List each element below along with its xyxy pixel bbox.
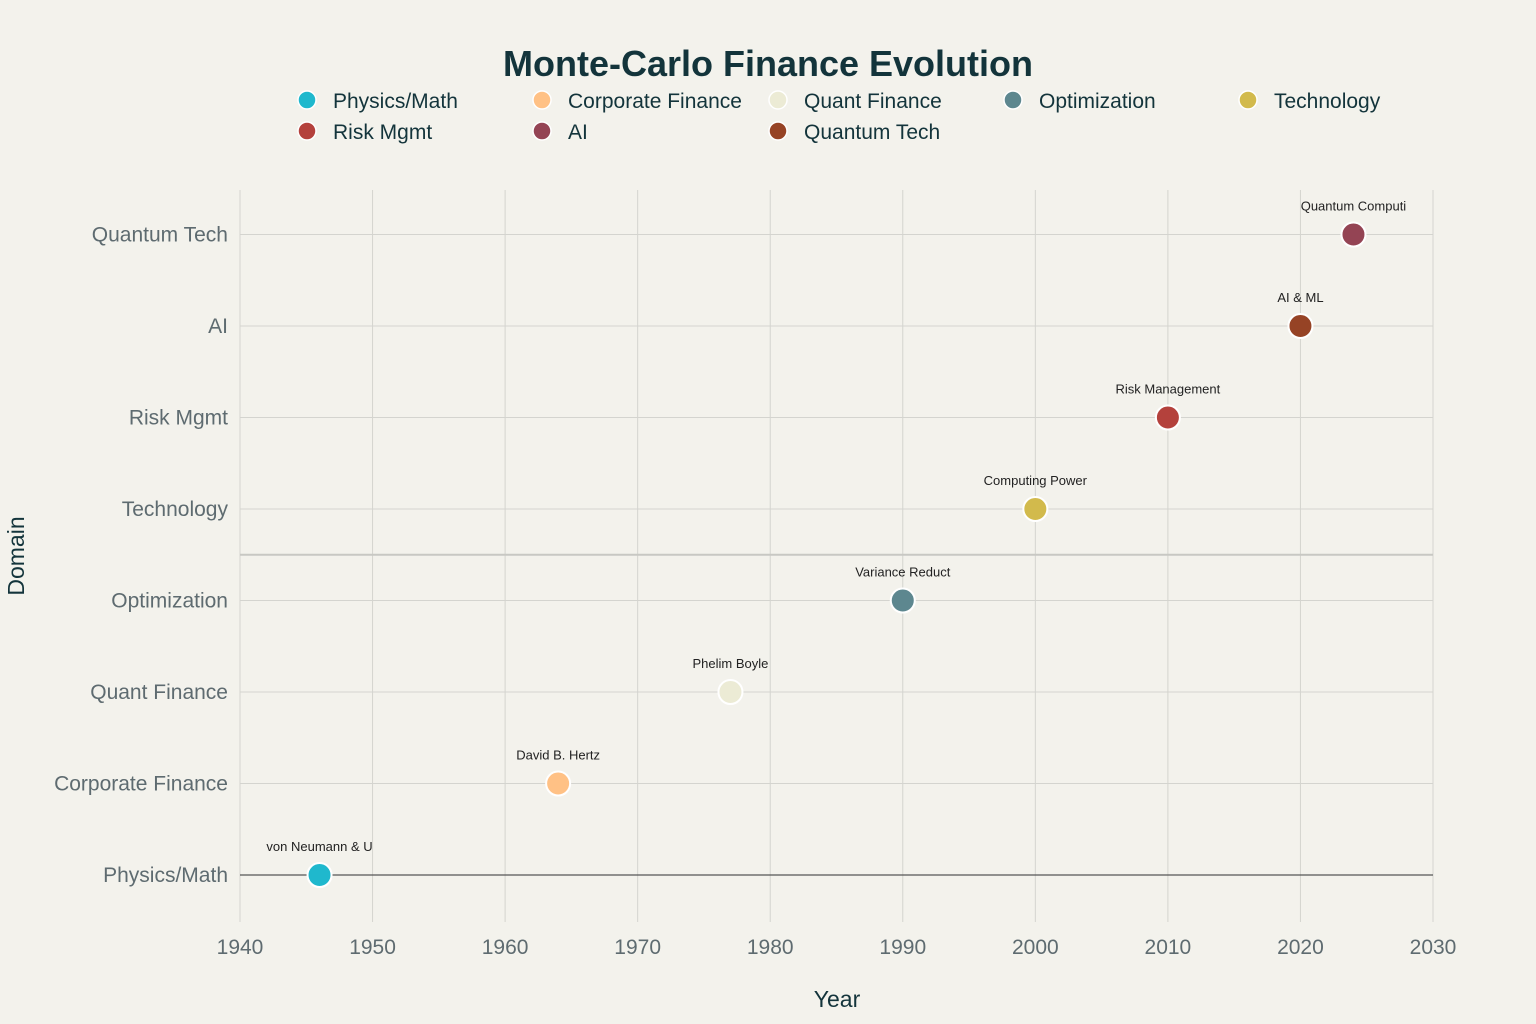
legend-label-physics-math: Physics/Math xyxy=(333,90,458,113)
legend-item-technology[interactable]: Technology xyxy=(1238,90,1381,113)
legend-label-risk-mgmt: Risk Mgmt xyxy=(333,121,432,144)
y-tick-technology: Technology xyxy=(122,498,229,521)
legend-item-physics-math[interactable]: Physics/Math xyxy=(297,90,458,113)
chart-title: Monte-Carlo Finance Evolution xyxy=(503,43,1033,84)
x-tick-1940: 1940 xyxy=(217,936,264,959)
y-tick-quantum-tech: Quantum Tech xyxy=(92,224,228,247)
legend: Physics/Math Corporate Finance Quant Finan… xyxy=(297,90,1381,144)
point-label-physics-math: von Neumann & U xyxy=(266,839,372,854)
point-optimization[interactable] xyxy=(889,587,916,614)
y-axis-ticks: Physics/Math Corporate Finance Quant Finan… xyxy=(54,224,228,888)
point-ai[interactable] xyxy=(1287,313,1314,339)
legend-label-quant-finance: Quant Finance xyxy=(804,90,942,113)
x-tick-1960: 1960 xyxy=(482,936,529,959)
x-tick-1970: 1970 xyxy=(614,936,661,959)
x-tick-1950: 1950 xyxy=(349,936,396,959)
legend-swatch-technology xyxy=(1238,90,1258,110)
legend-item-risk-mgmt[interactable]: Risk Mgmt xyxy=(297,121,432,144)
legend-label-technology: Technology xyxy=(1274,90,1381,113)
legend-swatch-quant-finance xyxy=(768,90,788,110)
legend-swatch-quantum-tech xyxy=(768,121,788,141)
y-tick-physics-math: Physics/Math xyxy=(103,864,228,887)
x-tick-2010: 2010 xyxy=(1145,936,1192,959)
legend-swatch-physics-math xyxy=(297,90,317,110)
legend-item-corporate-finance[interactable]: Corporate Finance xyxy=(532,90,742,113)
y-axis-label: Domain xyxy=(3,516,29,595)
legend-swatch-risk-mgmt xyxy=(297,121,317,141)
x-tick-2030: 2030 xyxy=(1410,936,1457,959)
point-label-technology: Computing Power xyxy=(984,473,1088,488)
x-tick-1980: 1980 xyxy=(747,936,794,959)
legend-label-corporate-finance: Corporate Finance xyxy=(568,90,742,113)
point-label-risk-mgmt: Risk Management xyxy=(1115,382,1220,397)
y-tick-quant-finance: Quant Finance xyxy=(90,681,228,704)
legend-item-quant-finance[interactable]: Quant Finance xyxy=(768,90,942,113)
legend-swatch-optimization xyxy=(1003,90,1023,110)
grid xyxy=(239,190,1434,922)
point-risk-mgmt[interactable] xyxy=(1154,404,1181,431)
y-tick-optimization: Optimization xyxy=(111,590,228,613)
point-label-ai: AI & ML xyxy=(1277,290,1323,305)
point-corporate-finance[interactable] xyxy=(545,770,572,797)
y-tick-risk-mgmt: Risk Mgmt xyxy=(129,407,228,430)
point-quant-finance[interactable] xyxy=(717,679,744,705)
x-tick-2020: 2020 xyxy=(1277,936,1324,959)
point-quantum-tech[interactable] xyxy=(1340,221,1367,248)
legend-item-optimization[interactable]: Optimization xyxy=(1003,90,1156,113)
x-tick-2000: 2000 xyxy=(1012,936,1059,959)
y-tick-ai: AI xyxy=(208,315,228,338)
point-label-quantum-tech: Quantum Computi xyxy=(1301,199,1407,214)
point-label-quant-finance: Phelim Boyle xyxy=(693,656,769,671)
legend-label-ai: AI xyxy=(568,121,588,144)
legend-swatch-ai xyxy=(532,121,552,141)
data-points: von Neumann & U David B. Hertz Phelim Boyl… xyxy=(266,199,1406,888)
y-tick-corporate-finance: Corporate Finance xyxy=(54,773,228,796)
x-axis-ticks: 1940 1950 1960 1970 1980 1990 2000 2010 2020 2030 xyxy=(217,936,1457,959)
legend-item-quantum-tech[interactable]: Quantum Tech xyxy=(768,121,940,144)
legend-label-quantum-tech: Quantum Tech xyxy=(804,121,940,144)
point-label-corporate-finance: David B. Hertz xyxy=(516,748,600,763)
point-label-optimization: Variance Reduct xyxy=(855,565,951,580)
legend-item-ai[interactable]: AI xyxy=(532,121,588,144)
legend-swatch-corporate-finance xyxy=(532,90,552,110)
point-technology[interactable] xyxy=(1022,496,1049,522)
point-physics-math[interactable] xyxy=(306,862,333,888)
x-tick-1990: 1990 xyxy=(879,936,926,959)
x-axis-label: Year xyxy=(814,986,861,1012)
legend-label-optimization: Optimization xyxy=(1039,90,1156,113)
